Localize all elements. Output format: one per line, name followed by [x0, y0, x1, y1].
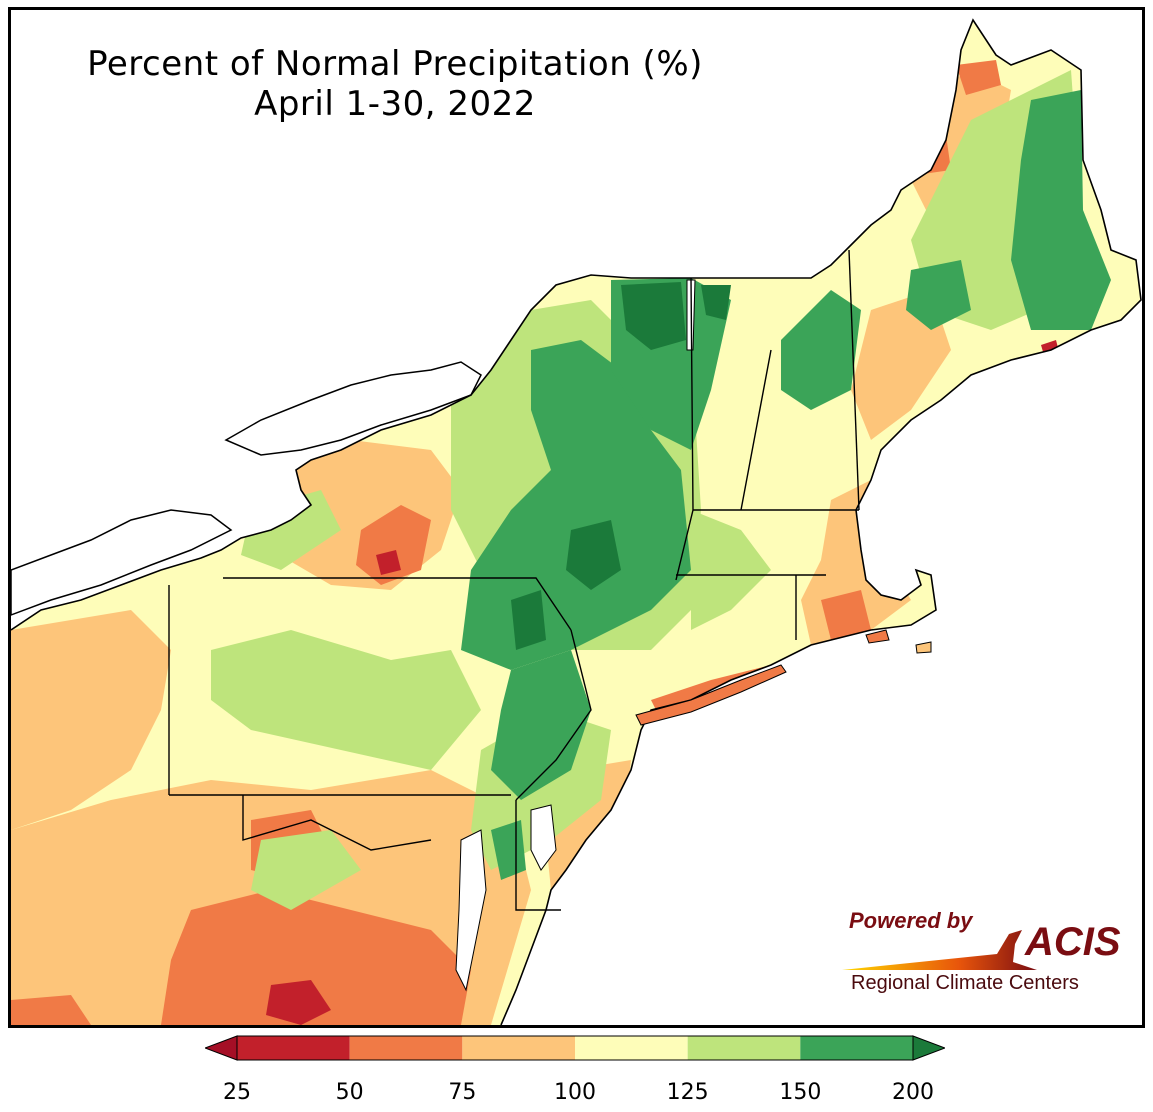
colorbar-tick-label: 75 [448, 1080, 477, 1105]
map-title: Percent of Normal Precipitation (%) [87, 44, 703, 84]
precip-regions [11, 60, 1111, 1025]
acis-logo: Powered by ACIS Regional Climate Centers [837, 906, 1127, 1006]
delaware-bay [530, 804, 557, 871]
colorbar-bin [575, 1036, 688, 1060]
colorbar-bin [237, 1036, 350, 1060]
colorbar-over-arrow [912, 1035, 945, 1061]
colorbar-bin [800, 1036, 913, 1060]
region-150-200-md [491, 820, 526, 880]
lake-ontario [224, 361, 482, 456]
region-over-200-d [701, 285, 731, 320]
colorbar-outline [236, 1035, 914, 1061]
nh-me-border [848, 249, 860, 511]
map-subtitle: April 1-30, 2022 [254, 84, 536, 124]
colorbar-tick-label: 50 [335, 1080, 364, 1105]
regional-climate-centers-text: Regional Climate Centers [851, 972, 1079, 994]
region-50-75-maine-top [956, 60, 1001, 95]
region-125-150-ma [691, 510, 771, 630]
colorbar-tick-label: 200 [892, 1080, 934, 1105]
coastline [11, 18, 1142, 1025]
colorbar-under-arrow [205, 1035, 238, 1061]
precipitation-map [11, 18, 1142, 1025]
chesapeake-bay [455, 829, 487, 992]
martha-vineyard [865, 629, 890, 644]
region-25-50-va [266, 980, 331, 1025]
nantucket [915, 641, 932, 654]
long-island [635, 664, 787, 726]
region-50-75-sw [11, 995, 91, 1025]
colorbar-bin [349, 1036, 463, 1060]
swoosh-icon [842, 930, 1037, 970]
region-50-75-ri [821, 590, 871, 640]
region-over-200-a [621, 282, 686, 350]
colorbar-tick-label: 100 [554, 1080, 596, 1105]
region-75-100-maine-sw [851, 290, 951, 440]
region-150-200-nh [781, 290, 861, 410]
colorbar-bin [687, 1036, 801, 1060]
nj-pa-border [515, 629, 592, 801]
acis-text: ACIS [1025, 920, 1121, 964]
wv-md-border [242, 795, 432, 851]
region-150-200-maine-mid [906, 260, 971, 330]
colorbar-tick-label: 125 [666, 1080, 709, 1105]
vt-nh-border [740, 349, 772, 511]
powered-by-text: Powered by [849, 908, 973, 933]
region-50-75-nwny [356, 505, 431, 585]
colorbar [205, 1035, 945, 1061]
colorbar-bin [462, 1036, 575, 1060]
lake-erie [11, 509, 233, 616]
state-borders [168, 249, 860, 911]
region-150-200-maine-east [1011, 90, 1111, 330]
region-125-150-pa [211, 630, 481, 770]
pa-ny-border [223, 577, 572, 631]
region-150-200-ny-pa [461, 340, 691, 670]
region-over-200-b [566, 520, 621, 590]
map-frame: Percent of Normal Precipitation (%) Apri… [8, 7, 1145, 1028]
colorbar-tick-label: 150 [779, 1080, 822, 1105]
colorbar-tick-label: 25 [223, 1080, 251, 1105]
region-25-50-nwny [376, 550, 401, 575]
region-125-150-md [251, 830, 361, 910]
region-75-100-west [11, 610, 171, 830]
region-50-75-va [161, 890, 471, 1025]
region-over-200-c [511, 590, 546, 650]
region-150-200-nj [491, 650, 591, 800]
